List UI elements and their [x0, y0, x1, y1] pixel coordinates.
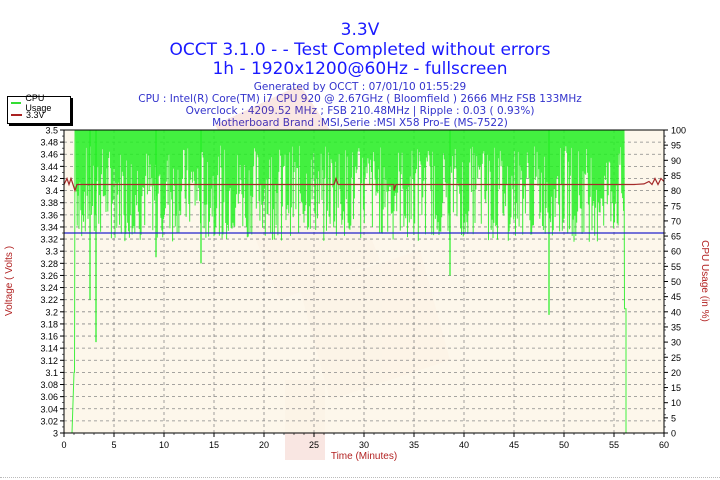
- y-tick-label: 3.5: [45, 126, 58, 136]
- y2-tick-label: 45: [671, 292, 681, 302]
- y2-axis-label: CPU Usage (in %): [699, 240, 710, 322]
- y2-tick-label: 70: [671, 216, 681, 226]
- y-tick-label: 3.04: [40, 404, 58, 414]
- y2-tick-label: 60: [671, 247, 681, 257]
- voltage-line: [63, 176, 665, 193]
- y2-tick-label: 55: [671, 262, 681, 272]
- legend-item-voltage: 3.3V: [8, 109, 70, 121]
- y-tick-label: 3.26: [40, 271, 58, 281]
- y2-tick-label: 65: [671, 232, 681, 242]
- x-axis-label: Time (Minutes): [331, 451, 397, 462]
- x-tick-label: 20: [259, 440, 269, 450]
- generated-info: Generated by OCCT : 07/01/10 01:55:29: [253, 81, 467, 93]
- y2-tick-label: 20: [671, 368, 681, 378]
- x-tick-label: 15: [209, 440, 219, 450]
- y-tick-label: 3.24: [40, 283, 58, 293]
- x-tick-label: 25: [309, 440, 319, 450]
- footer-divider: [0, 477, 720, 479]
- y-tick-label: 3.28: [40, 259, 58, 269]
- x-tick-label: 35: [409, 440, 419, 450]
- legend-swatch-cpu: [11, 102, 22, 104]
- y-tick-label: 3.34: [40, 222, 58, 232]
- overclock-info: Overclock : 4209.52 MHz ; FSB 210.48MHz …: [185, 105, 535, 117]
- y-tick-label: 3.06: [40, 392, 58, 402]
- x-tick-label: 60: [659, 440, 669, 450]
- y2-tick-label: 5: [671, 413, 676, 423]
- y-tick-label: 3: [53, 429, 58, 439]
- x-tick-label: 55: [609, 440, 619, 450]
- y-tick-label: 3.14: [40, 344, 58, 354]
- y2-tick-label: 50: [671, 277, 681, 287]
- y2-tick-label: 15: [671, 383, 681, 393]
- y-tick-label: 3.12: [40, 356, 58, 366]
- y2-tick-label: 75: [671, 201, 681, 211]
- y-tick-label: 3.48: [40, 138, 58, 148]
- x-tick-label: 5: [111, 440, 116, 450]
- y2-tick-label: 90: [671, 156, 681, 166]
- x-tick-label: 30: [359, 440, 369, 450]
- y2-tick-label: 85: [671, 171, 681, 181]
- y-tick-label: 3.46: [40, 150, 58, 160]
- legend-label: CPU Usage: [25, 93, 52, 113]
- y2-tick-label: 10: [671, 398, 681, 408]
- y2-tick-label: 0: [671, 429, 676, 439]
- y2-tick-label: 30: [671, 338, 681, 348]
- y2-tick-label: 40: [671, 307, 681, 317]
- y-tick-label: 3.18: [40, 319, 58, 329]
- legend-label: 3.3V: [26, 110, 45, 120]
- chart-legend: CPU Usage 3.3V: [7, 93, 71, 124]
- cpu-usage-line: [71, 129, 627, 434]
- y-tick-label: 3.4: [45, 186, 58, 196]
- motherboard-info: Motherboard Brand :MSI,Serie :MSI X58 Pr…: [212, 117, 508, 129]
- series-lines: [63, 129, 665, 434]
- y-tick-label: 3.16: [40, 332, 58, 342]
- y-tick-label: 3.1: [45, 368, 58, 378]
- y-tick-label: 3.38: [40, 198, 58, 208]
- chart-subtitle-test: OCCT 3.1.0 - - Test Completed without er…: [169, 40, 551, 60]
- axes: 3 3.02 3.04 3.06 3.08 3.1 3.12 3.14 3.16 3.18 3.2 3…: [40, 126, 686, 451]
- x-tick-label: 45: [509, 440, 519, 450]
- y-tick-label: 3.3: [45, 247, 58, 257]
- legend-swatch-voltage: [11, 114, 22, 116]
- y-tick-label: 3.2: [45, 307, 58, 317]
- y2-tick-label: 100: [671, 126, 686, 136]
- x-tick-label: 40: [459, 440, 469, 450]
- y-tick-label: 3.02: [40, 416, 58, 426]
- y-tick-label: 3.42: [40, 174, 58, 184]
- y2-tick-label: 80: [671, 186, 681, 196]
- y2-tick-label: 35: [671, 322, 681, 332]
- x-tick-label: 50: [559, 440, 569, 450]
- y-tick-label: 3.22: [40, 295, 58, 305]
- y2-tick-label: 25: [671, 353, 681, 363]
- legend-item-cpu-usage: CPU Usage: [8, 93, 70, 113]
- x-tick-label: 10: [159, 440, 169, 450]
- cpu-info: CPU : Intel(R) Core(TM) i7 CPU 920 @ 2.6…: [138, 93, 582, 105]
- y2-tick-label: 95: [671, 141, 681, 151]
- chart-subtitle-mode: 1h - 1920x1200@60Hz - fullscreen: [212, 59, 508, 79]
- y-tick-label: 3.32: [40, 235, 58, 245]
- x-tick-label: 0: [61, 440, 66, 450]
- y-tick-label: 3.44: [40, 162, 58, 172]
- chart-title: 3.3V: [340, 20, 380, 40]
- y-tick-label: 3.36: [40, 210, 58, 220]
- y-tick-label: 3.08: [40, 380, 58, 390]
- y-axis-label: Voltage ( Volts ): [4, 246, 15, 316]
